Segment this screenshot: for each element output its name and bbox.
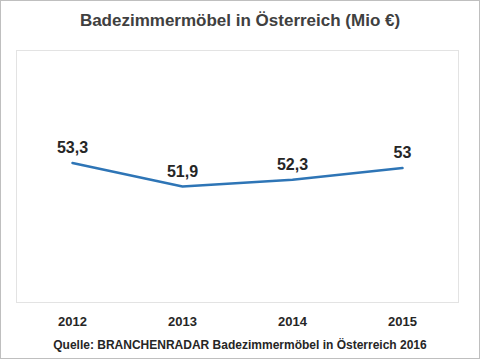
svg-text:2013: 2013	[168, 314, 197, 329]
html-text:Quelle: BRANCHENRADAR Badezimm: Quelle: BRANCHENRADAR Badezimmermöbel in…	[53, 338, 427, 352]
svg-text:2012: 2012	[58, 314, 87, 329]
svg-text:51,9: 51,9	[167, 163, 198, 180]
html-text:Badezimmermöbel in Österreich: Badezimmermöbel in Österreich (Mio €)	[79, 11, 401, 30]
svg-text:2015: 2015	[388, 314, 417, 329]
svg-text:53: 53	[394, 144, 412, 161]
svg-text:53,3: 53,3	[57, 139, 88, 156]
svg-text:52,3: 52,3	[277, 156, 308, 173]
svg-text:2014: 2014	[278, 314, 308, 329]
